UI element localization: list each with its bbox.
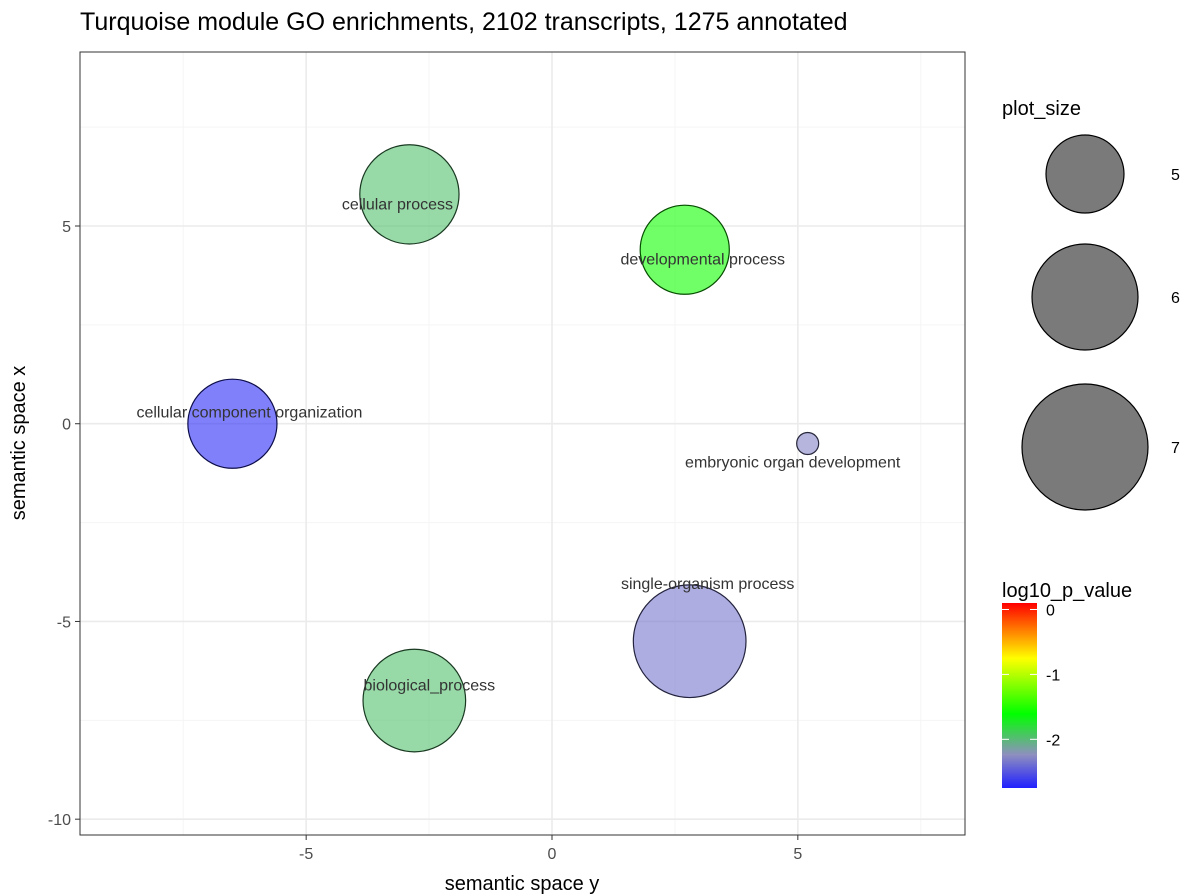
size-legend-label: 7 <box>1171 440 1180 457</box>
y-axis-ticks: 5 0 -5 -10 <box>48 219 80 829</box>
point-label: biological_process <box>364 678 496 695</box>
data-point <box>796 431 820 456</box>
data-point <box>187 378 278 469</box>
x-tick-label: 0 <box>548 846 557 863</box>
x-axis-label: semantic space y <box>445 873 600 894</box>
x-tick-label: 5 <box>793 846 802 863</box>
point-label: single-organism process <box>621 576 794 593</box>
size-legend-label: 6 <box>1171 290 1180 307</box>
color-legend: log10_p_value 0 -1 -2 <box>1002 580 1132 788</box>
point-label: cellular process <box>342 196 453 213</box>
chart-title: Turquoise module GO enrichments, 2102 tr… <box>80 8 848 36</box>
y-tick-label: 5 <box>62 219 71 236</box>
y-tick-label: 0 <box>62 417 71 434</box>
size-legend-key <box>1045 134 1125 214</box>
data-point <box>359 144 460 245</box>
size-legend-title: plot_size <box>1002 98 1081 120</box>
size-legend-label: 5 <box>1171 167 1180 184</box>
color-legend-label: 0 <box>1046 602 1055 619</box>
data-point <box>639 204 730 295</box>
x-tick-label: -5 <box>299 846 313 863</box>
y-axis-label: semantic space x <box>8 366 30 521</box>
color-legend-label: -2 <box>1046 732 1060 749</box>
size-legend-key <box>1031 243 1139 351</box>
data-point <box>362 648 467 753</box>
y-tick-label: -5 <box>57 614 71 631</box>
size-legend: plot_size 5 6 7 <box>1002 98 1180 511</box>
data-point <box>632 584 747 699</box>
point-labels: cellular process developmental process cel… <box>136 196 900 694</box>
point-label: developmental process <box>620 252 785 269</box>
y-tick-label: -10 <box>48 812 71 829</box>
data-points <box>187 144 820 753</box>
size-legend-key <box>1021 383 1149 511</box>
point-label: cellular component organization <box>136 405 362 422</box>
point-label: embryonic organ development <box>685 455 901 472</box>
panel-border <box>79 51 966 836</box>
x-axis-ticks: -5 0 5 <box>299 835 802 863</box>
color-legend-title: log10_p_value <box>1002 580 1132 602</box>
color-legend-bar <box>1002 603 1037 788</box>
color-legend-label: -1 <box>1046 667 1060 684</box>
